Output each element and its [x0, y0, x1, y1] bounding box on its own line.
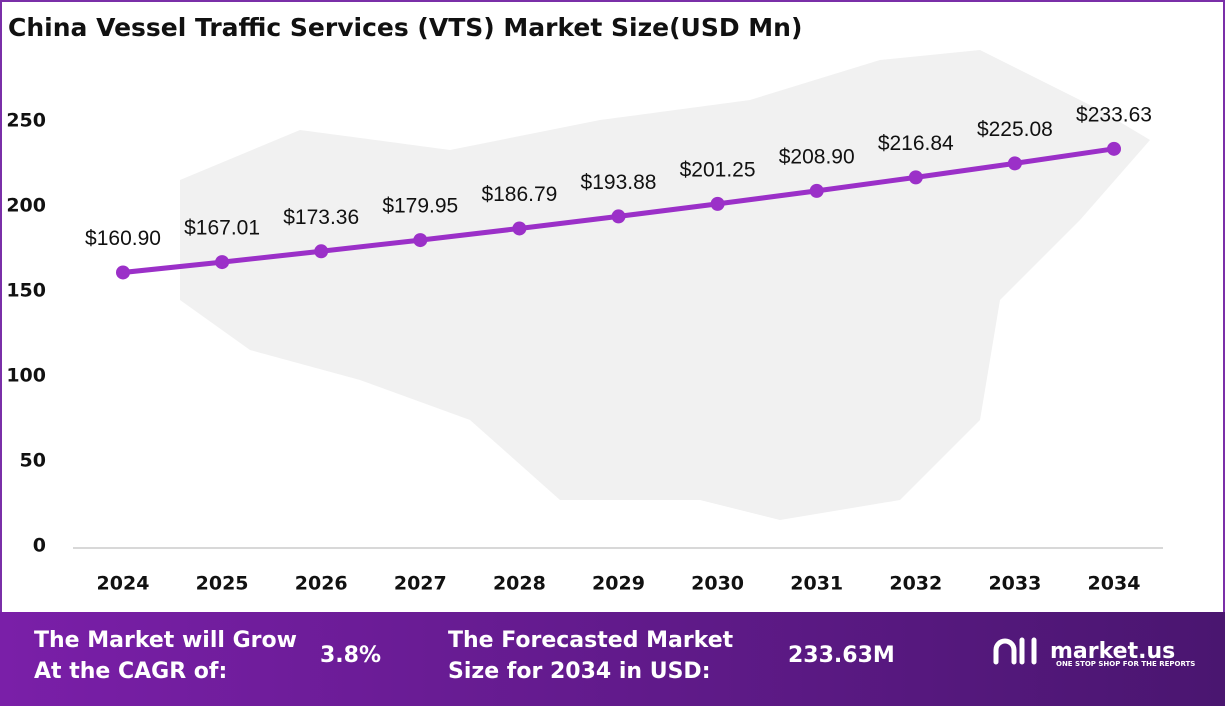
brand: market.us: [1050, 639, 1175, 664]
x-tick-label: 2032: [889, 573, 942, 595]
value-label: $179.95: [382, 195, 458, 218]
cagr-text: At the CAGR of:: [34, 659, 227, 684]
x-tick-label: 2024: [97, 573, 150, 595]
brand-logo: [993, 637, 1037, 665]
value-label: $173.36: [283, 206, 359, 229]
y-tick-label: 250: [6, 110, 46, 132]
cagr-value: 3.8%: [320, 643, 381, 668]
marker: [116, 265, 130, 280]
forecast-text: The Forecasted Market: [448, 628, 734, 653]
value-label: $201.25: [680, 158, 756, 181]
x-tick-label: 2028: [493, 573, 546, 595]
map-background: [180, 50, 1150, 520]
x-tick-label: 2027: [394, 573, 447, 595]
marker: [908, 170, 923, 185]
x-tick-label: 2025: [196, 573, 249, 595]
value-label: $233.63: [1076, 103, 1152, 126]
y-tick-label: 50: [20, 450, 46, 472]
marker: [611, 209, 626, 224]
marker: [809, 183, 824, 198]
cagr-text: The Market will Grow: [34, 628, 297, 653]
marker: [512, 221, 527, 236]
marker: [314, 244, 329, 259]
y-tick-label: 100: [6, 365, 46, 387]
value-label: $193.88: [581, 171, 657, 194]
x-tick-label: 2026: [295, 573, 348, 595]
value-label: $225.08: [977, 118, 1053, 141]
tagline: ONE STOP SHOP FOR THE REPORTS: [1056, 660, 1195, 668]
x-tick-label: 2033: [988, 573, 1041, 595]
x-tick-label: 2029: [592, 573, 645, 595]
value-label: $160.90: [85, 227, 161, 250]
marker: [1007, 156, 1022, 171]
marker: [413, 233, 428, 248]
marker: [710, 196, 725, 211]
x-tick-label: 2031: [790, 573, 843, 595]
value-label: $186.79: [481, 183, 557, 206]
forecast-text: Size for 2034 in USD:: [448, 659, 711, 684]
forecast-value: 233.63M: [788, 643, 895, 668]
x-tick-label: 2030: [691, 573, 744, 595]
y-tick-label: 0: [33, 535, 46, 557]
y-tick-label: 150: [6, 280, 46, 302]
y-tick-label: 200: [6, 195, 46, 217]
value-label: $167.01: [184, 217, 260, 240]
value-label: $216.84: [878, 132, 954, 155]
value-label: $208.90: [779, 145, 855, 168]
marker: [1107, 141, 1121, 156]
chart-title: China Vessel Traffic Services (VTS) Mark…: [8, 13, 802, 42]
marker: [215, 255, 230, 270]
x-tick-label: 2034: [1088, 573, 1141, 595]
